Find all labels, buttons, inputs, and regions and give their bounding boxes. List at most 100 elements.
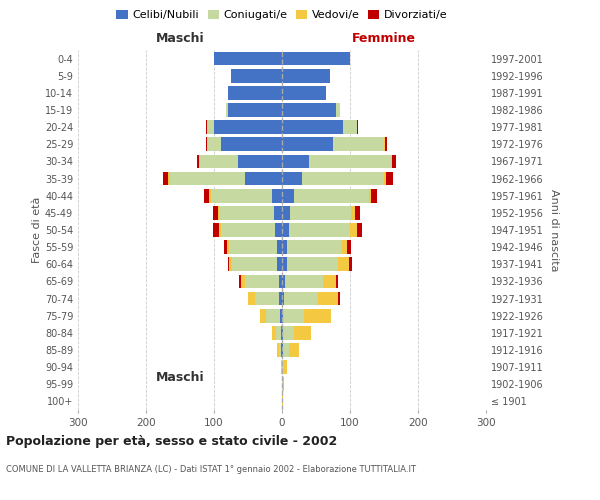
Bar — [290, 206, 352, 220]
Bar — [248, 292, 255, 306]
Bar — [224, 240, 227, 254]
Bar — [280, 309, 282, 322]
Bar — [282, 172, 302, 185]
Bar — [277, 343, 279, 357]
Bar — [350, 223, 357, 237]
Bar — [245, 274, 278, 288]
Bar — [282, 258, 287, 271]
Bar — [284, 292, 318, 306]
Bar — [197, 154, 199, 168]
Bar — [278, 274, 282, 288]
Bar — [214, 223, 219, 237]
Bar — [207, 138, 221, 151]
Bar — [349, 258, 352, 271]
Bar — [221, 223, 275, 237]
Bar — [357, 223, 362, 237]
Bar — [283, 326, 293, 340]
Bar — [274, 206, 282, 220]
Bar — [277, 240, 282, 254]
Legend: Celibi/Nubili, Coniugati/e, Vedovi/e, Divorziati/e: Celibi/Nubili, Coniugati/e, Vedovi/e, Di… — [112, 5, 452, 24]
Bar — [302, 172, 384, 185]
Bar — [206, 138, 207, 151]
Bar — [338, 258, 349, 271]
Bar — [282, 378, 283, 391]
Bar — [219, 223, 221, 237]
Bar — [384, 172, 386, 185]
Bar — [241, 274, 245, 288]
Bar — [293, 326, 311, 340]
Bar — [163, 172, 169, 185]
Bar — [212, 206, 218, 220]
Text: COMUNE DI LA VALLETTA BRIANZA (LC) - Dati ISTAT 1° gennaio 2002 - Elaborazione T: COMUNE DI LA VALLETTA BRIANZA (LC) - Dat… — [6, 465, 416, 474]
Bar — [227, 86, 282, 100]
Bar — [209, 189, 211, 202]
Bar — [384, 138, 385, 151]
Bar — [204, 189, 209, 202]
Bar — [260, 309, 266, 322]
Bar — [347, 240, 350, 254]
Bar — [282, 240, 287, 254]
Text: Maschi: Maschi — [155, 370, 205, 384]
Bar — [338, 292, 340, 306]
Bar — [287, 240, 342, 254]
Bar — [218, 206, 220, 220]
Bar — [284, 360, 287, 374]
Bar — [337, 274, 338, 288]
Bar — [226, 103, 227, 117]
Bar — [229, 240, 277, 254]
Bar — [232, 258, 277, 271]
Bar — [289, 343, 299, 357]
Bar — [282, 206, 290, 220]
Bar — [357, 120, 358, 134]
Bar — [282, 138, 333, 151]
Bar — [221, 138, 282, 151]
Bar — [276, 326, 281, 340]
Bar — [287, 258, 338, 271]
Bar — [385, 138, 387, 151]
Bar — [255, 292, 278, 306]
Bar — [343, 120, 357, 134]
Bar — [386, 172, 393, 185]
Bar — [272, 326, 276, 340]
Bar — [283, 343, 289, 357]
Bar — [283, 309, 304, 322]
Bar — [352, 206, 355, 220]
Bar — [282, 52, 350, 66]
Bar — [214, 120, 282, 134]
Bar — [369, 189, 371, 202]
Bar — [281, 326, 282, 340]
Bar — [282, 292, 284, 306]
Text: Femmine: Femmine — [352, 32, 416, 45]
Y-axis label: Anni di nascita: Anni di nascita — [549, 188, 559, 271]
Bar — [333, 138, 384, 151]
Bar — [309, 154, 391, 168]
Bar — [227, 240, 229, 254]
Bar — [282, 223, 289, 237]
Bar — [282, 86, 326, 100]
Bar — [169, 172, 170, 185]
Bar — [227, 258, 229, 271]
Bar — [200, 154, 238, 168]
Text: Popolazione per età, sesso e stato civile - 2002: Popolazione per età, sesso e stato civil… — [6, 435, 337, 448]
Bar — [227, 103, 282, 117]
Bar — [294, 189, 369, 202]
Bar — [278, 292, 282, 306]
Y-axis label: Fasce di età: Fasce di età — [32, 197, 42, 263]
Bar — [282, 154, 309, 168]
Bar — [391, 154, 392, 168]
Bar — [281, 360, 282, 374]
Bar — [282, 360, 284, 374]
Bar — [337, 103, 340, 117]
Bar — [371, 189, 377, 202]
Bar — [282, 343, 283, 357]
Bar — [282, 120, 343, 134]
Bar — [220, 206, 274, 220]
Bar — [282, 326, 283, 340]
Bar — [355, 206, 360, 220]
Bar — [289, 223, 350, 237]
Bar — [211, 189, 272, 202]
Bar — [245, 172, 282, 185]
Bar — [229, 258, 232, 271]
Bar — [282, 189, 294, 202]
Bar — [282, 103, 337, 117]
